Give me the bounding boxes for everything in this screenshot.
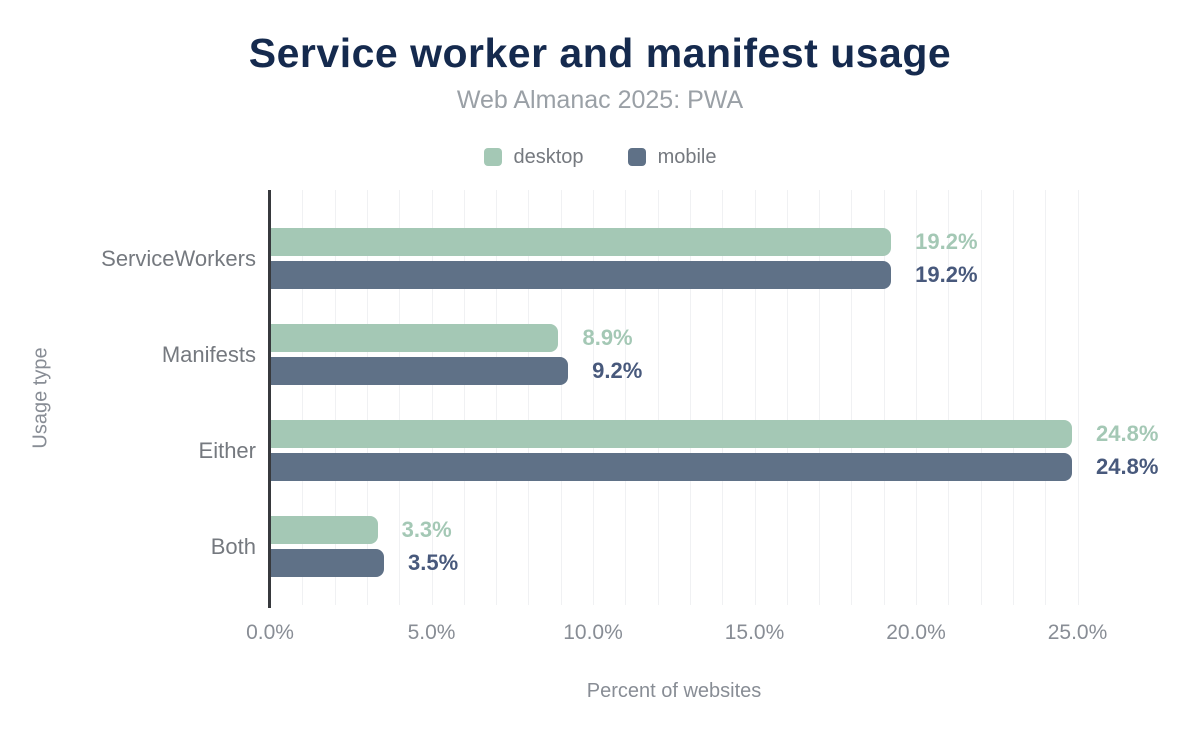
- mobile-swatch-icon: [627, 148, 646, 166]
- gridline: [980, 190, 982, 605]
- bar-mobile-manifests[interactable]: [271, 357, 569, 385]
- bar-mobile-either[interactable]: [271, 453, 1073, 481]
- y-axis-line: [268, 190, 271, 608]
- chart-subtitle: Web Almanac 2025: PWA: [456, 86, 744, 114]
- legend-item-desktop[interactable]: desktop: [483, 145, 584, 169]
- x-tick-label: 25.0%: [1047, 621, 1108, 644]
- chart-title: Service worker and manifest usage: [248, 30, 952, 76]
- bar-desktop-both[interactable]: [271, 516, 378, 544]
- category-label-serviceworkers: ServiceWorkers: [101, 245, 256, 271]
- category-label-both: Both: [210, 533, 256, 559]
- x-axis-title: Percent of websites: [586, 680, 762, 702]
- x-tick-label: 10.0%: [563, 621, 623, 644]
- value-label-mobile-either: 24.8%: [1096, 454, 1159, 479]
- x-tick-label: 15.0%: [724, 621, 785, 644]
- value-label-mobile-both: 3.5%: [408, 550, 459, 575]
- gridline: [754, 190, 756, 605]
- value-label-desktop-both: 3.3%: [401, 517, 452, 542]
- x-tick-label: 5.0%: [407, 621, 456, 644]
- gridline: [722, 190, 724, 605]
- gridline: [593, 190, 594, 605]
- gridline: [851, 190, 853, 605]
- gridline: [689, 190, 691, 605]
- gridline: [1012, 190, 1014, 605]
- gridline: [496, 190, 498, 605]
- bar-mobile-both[interactable]: [271, 549, 385, 577]
- category-label-either: Either: [198, 437, 256, 463]
- gridline: [463, 190, 465, 605]
- gridline: [528, 190, 530, 605]
- value-label-desktop-either: 24.8%: [1096, 421, 1159, 446]
- gridline: [948, 190, 950, 605]
- desktop-swatch-icon: [483, 148, 502, 166]
- legend: desktop mobile: [0, 144, 1200, 170]
- gridline: [786, 190, 788, 605]
- gridline: [399, 190, 401, 605]
- x-tick-label: 0.0%: [246, 621, 294, 644]
- legend-label-mobile: mobile: [657, 145, 717, 168]
- bar-desktop-either[interactable]: [271, 420, 1073, 448]
- gridline: [1077, 190, 1079, 605]
- legend-item-mobile[interactable]: mobile: [627, 145, 717, 169]
- gridline: [916, 190, 917, 605]
- gridline: [366, 190, 368, 605]
- category-label-manifests: Manifests: [161, 341, 256, 367]
- bar-desktop-serviceworkers[interactable]: [271, 228, 892, 256]
- bar-desktop-manifests[interactable]: [271, 324, 559, 352]
- x-tick-label: 20.0%: [886, 621, 946, 644]
- gridline: [560, 190, 562, 605]
- value-label-mobile-manifests: 9.2%: [592, 358, 643, 383]
- gridline: [431, 190, 433, 605]
- legend-label-desktop: desktop: [513, 145, 584, 168]
- value-label-mobile-serviceworkers: 19.2%: [915, 262, 978, 287]
- y-axis-title: Usage type: [29, 347, 52, 449]
- gridline: [302, 190, 304, 605]
- gridline: [657, 190, 659, 605]
- bar-mobile-serviceworkers[interactable]: [271, 261, 892, 289]
- value-label-desktop-serviceworkers: 19.2%: [915, 229, 978, 254]
- value-label-desktop-manifests: 8.9%: [582, 325, 633, 350]
- gridline: [625, 190, 627, 605]
- gridline: [883, 190, 885, 605]
- gridline: [334, 190, 336, 605]
- gridline: [819, 190, 821, 605]
- gridline: [1045, 190, 1047, 605]
